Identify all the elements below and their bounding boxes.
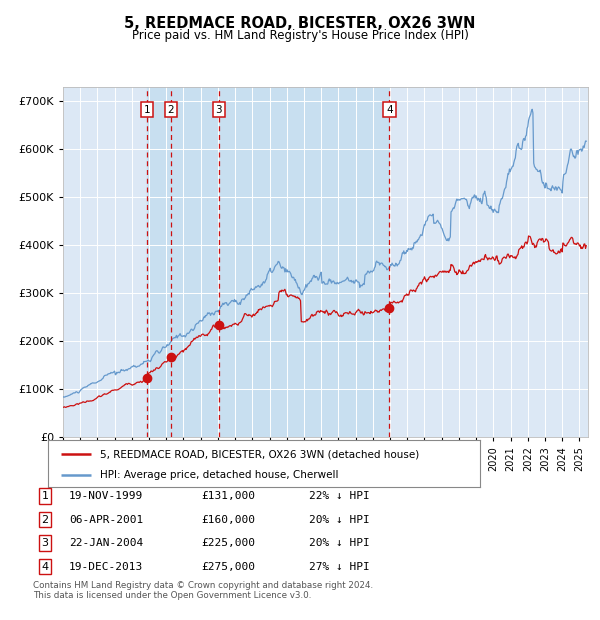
Text: £275,000: £275,000 <box>201 562 255 572</box>
Text: 1: 1 <box>41 491 49 501</box>
Text: 2: 2 <box>167 105 174 115</box>
Text: 19-DEC-2013: 19-DEC-2013 <box>69 562 143 572</box>
Text: 3: 3 <box>41 538 49 548</box>
Text: £225,000: £225,000 <box>201 538 255 548</box>
Text: HPI: Average price, detached house, Cherwell: HPI: Average price, detached house, Cher… <box>100 470 338 480</box>
Text: 2: 2 <box>41 515 49 525</box>
Text: 20% ↓ HPI: 20% ↓ HPI <box>309 538 370 548</box>
Text: £131,000: £131,000 <box>201 491 255 501</box>
Text: 4: 4 <box>386 105 392 115</box>
Text: Price paid vs. HM Land Registry's House Price Index (HPI): Price paid vs. HM Land Registry's House … <box>131 29 469 42</box>
Text: 20% ↓ HPI: 20% ↓ HPI <box>309 515 370 525</box>
Text: 22% ↓ HPI: 22% ↓ HPI <box>309 491 370 501</box>
Text: 4: 4 <box>41 562 49 572</box>
Text: 1: 1 <box>143 105 151 115</box>
Text: 5, REEDMACE ROAD, BICESTER, OX26 3WN (detached house): 5, REEDMACE ROAD, BICESTER, OX26 3WN (de… <box>100 449 419 459</box>
Text: 19-NOV-1999: 19-NOV-1999 <box>69 491 143 501</box>
Text: 3: 3 <box>215 105 222 115</box>
Text: 5, REEDMACE ROAD, BICESTER, OX26 3WN: 5, REEDMACE ROAD, BICESTER, OX26 3WN <box>124 16 476 30</box>
Text: £160,000: £160,000 <box>201 515 255 525</box>
Text: 22-JAN-2004: 22-JAN-2004 <box>69 538 143 548</box>
Bar <box>147 87 389 437</box>
Text: Contains HM Land Registry data © Crown copyright and database right 2024.: Contains HM Land Registry data © Crown c… <box>33 581 373 590</box>
Text: 06-APR-2001: 06-APR-2001 <box>69 515 143 525</box>
Text: 27% ↓ HPI: 27% ↓ HPI <box>309 562 370 572</box>
Text: This data is licensed under the Open Government Licence v3.0.: This data is licensed under the Open Gov… <box>33 591 311 600</box>
